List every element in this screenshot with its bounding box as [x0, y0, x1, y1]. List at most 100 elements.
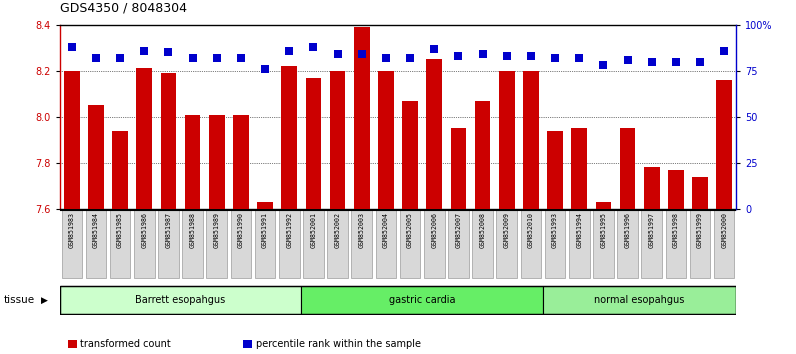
FancyBboxPatch shape	[302, 286, 543, 314]
Bar	[547, 131, 563, 209]
Text: GSM852004: GSM852004	[383, 212, 389, 249]
Bar	[136, 68, 152, 209]
Point	[621, 57, 634, 63]
FancyBboxPatch shape	[521, 210, 541, 278]
FancyBboxPatch shape	[617, 210, 638, 278]
Text: GSM851994: GSM851994	[576, 212, 582, 249]
Point	[186, 55, 199, 61]
Text: transformed count: transformed count	[80, 339, 171, 349]
Text: GSM852006: GSM852006	[431, 212, 437, 249]
Text: ▶: ▶	[41, 296, 49, 304]
Point	[259, 66, 271, 72]
Bar	[572, 128, 587, 209]
Point	[669, 59, 682, 64]
Text: GSM851990: GSM851990	[238, 212, 244, 249]
Text: tissue: tissue	[4, 295, 35, 305]
Bar	[595, 202, 611, 209]
Text: GSM851997: GSM851997	[649, 212, 655, 249]
Text: GSM851991: GSM851991	[262, 212, 268, 249]
Bar	[233, 114, 249, 209]
Text: GSM851988: GSM851988	[189, 212, 196, 249]
FancyBboxPatch shape	[327, 210, 348, 278]
Bar	[282, 66, 297, 209]
Bar	[161, 73, 176, 209]
Text: GSM852009: GSM852009	[504, 212, 509, 249]
Text: GSM851983: GSM851983	[68, 212, 75, 249]
Point	[114, 55, 127, 61]
Point	[718, 48, 731, 53]
Text: GSM851999: GSM851999	[697, 212, 703, 249]
Text: percentile rank within the sample: percentile rank within the sample	[256, 339, 420, 349]
Bar	[668, 170, 684, 209]
Text: GSM852005: GSM852005	[407, 212, 413, 249]
Bar	[499, 71, 514, 209]
Text: GSM851986: GSM851986	[141, 212, 147, 249]
Point	[404, 55, 416, 61]
Point	[210, 55, 223, 61]
Point	[646, 59, 658, 64]
Point	[355, 51, 368, 57]
FancyBboxPatch shape	[424, 210, 444, 278]
Point	[235, 55, 248, 61]
Bar	[112, 131, 128, 209]
Point	[380, 55, 392, 61]
FancyBboxPatch shape	[665, 210, 686, 278]
Bar	[474, 101, 490, 209]
FancyBboxPatch shape	[544, 210, 565, 278]
Point	[476, 51, 489, 57]
Text: GSM852001: GSM852001	[310, 212, 317, 249]
Bar	[523, 71, 539, 209]
Bar	[378, 71, 394, 209]
Bar	[209, 114, 224, 209]
Point	[65, 44, 78, 50]
Bar	[402, 101, 418, 209]
FancyBboxPatch shape	[472, 210, 493, 278]
Bar	[716, 80, 732, 209]
Point	[162, 50, 175, 55]
Bar	[306, 78, 322, 209]
Text: GSM851996: GSM851996	[625, 212, 630, 249]
Text: GSM852000: GSM852000	[721, 212, 728, 249]
FancyBboxPatch shape	[497, 210, 517, 278]
Bar	[185, 114, 201, 209]
Point	[331, 51, 344, 57]
Text: gastric cardia: gastric cardia	[389, 295, 455, 305]
Bar	[64, 71, 80, 209]
Point	[428, 46, 441, 52]
FancyBboxPatch shape	[206, 210, 227, 278]
FancyBboxPatch shape	[231, 210, 252, 278]
Bar	[693, 177, 708, 209]
FancyBboxPatch shape	[376, 210, 396, 278]
Text: GSM851995: GSM851995	[600, 212, 607, 249]
FancyBboxPatch shape	[352, 210, 372, 278]
FancyBboxPatch shape	[400, 210, 420, 278]
FancyBboxPatch shape	[690, 210, 710, 278]
Text: GSM851992: GSM851992	[287, 212, 292, 249]
Bar	[451, 128, 466, 209]
Point	[452, 53, 465, 59]
FancyBboxPatch shape	[110, 210, 131, 278]
Point	[597, 62, 610, 68]
Text: GSM852010: GSM852010	[528, 212, 534, 249]
Bar	[427, 59, 442, 209]
FancyBboxPatch shape	[543, 286, 736, 314]
Bar	[620, 128, 635, 209]
Point	[307, 44, 320, 50]
Point	[525, 53, 537, 59]
Point	[693, 59, 706, 64]
FancyBboxPatch shape	[182, 210, 203, 278]
FancyBboxPatch shape	[279, 210, 299, 278]
FancyBboxPatch shape	[593, 210, 614, 278]
Text: GDS4350 / 8048304: GDS4350 / 8048304	[60, 1, 187, 14]
FancyBboxPatch shape	[61, 210, 82, 278]
Text: GSM851985: GSM851985	[117, 212, 123, 249]
Text: GSM852007: GSM852007	[455, 212, 462, 249]
FancyBboxPatch shape	[448, 210, 469, 278]
Text: GSM851984: GSM851984	[93, 212, 99, 249]
Point	[283, 48, 295, 53]
Bar	[330, 71, 345, 209]
Point	[138, 48, 150, 53]
Bar	[354, 27, 369, 209]
Point	[548, 55, 561, 61]
Text: normal esopahgus: normal esopahgus	[595, 295, 685, 305]
